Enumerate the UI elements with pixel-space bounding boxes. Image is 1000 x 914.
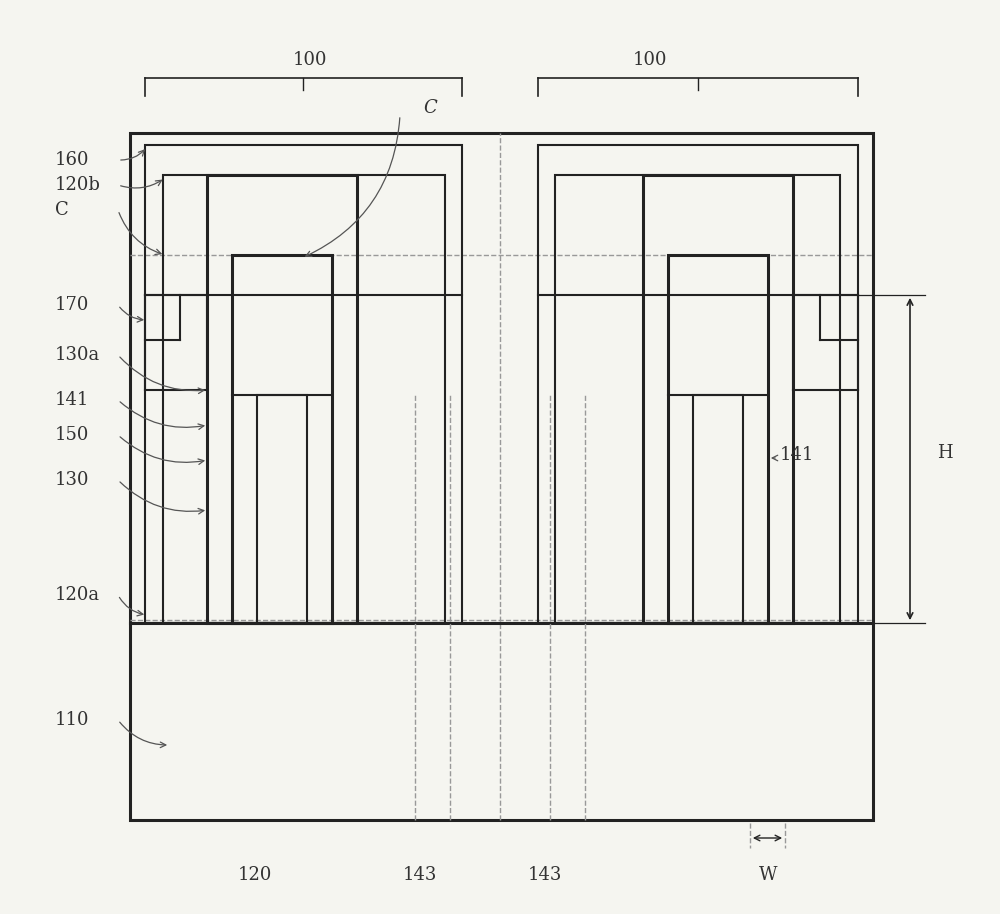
Text: 143: 143 <box>403 866 437 884</box>
Text: 120a: 120a <box>55 586 100 604</box>
Bar <box>668 255 768 623</box>
Text: H: H <box>937 444 953 462</box>
Text: 143: 143 <box>528 866 562 884</box>
Bar <box>130 133 873 820</box>
Text: 141: 141 <box>55 391 89 409</box>
Bar <box>163 175 445 623</box>
Text: 150: 150 <box>55 426 89 444</box>
Bar <box>538 145 858 623</box>
Text: C: C <box>55 201 69 219</box>
Text: C: C <box>423 99 437 117</box>
Text: 120b: 120b <box>55 176 101 194</box>
Bar <box>232 255 332 623</box>
Bar <box>145 145 462 623</box>
Text: 100: 100 <box>293 51 327 69</box>
Bar <box>207 175 357 623</box>
Bar <box>555 175 840 623</box>
Bar <box>257 395 307 623</box>
Text: 170: 170 <box>55 296 89 314</box>
Text: 130a: 130a <box>55 346 100 364</box>
Text: 110: 110 <box>55 711 90 729</box>
Bar <box>643 175 793 623</box>
Text: 120: 120 <box>238 866 272 884</box>
Text: W: W <box>759 866 777 884</box>
Text: 130: 130 <box>55 471 90 489</box>
Text: 141: 141 <box>780 446 814 464</box>
Bar <box>693 395 743 623</box>
Text: 100: 100 <box>633 51 667 69</box>
Text: 160: 160 <box>55 151 90 169</box>
